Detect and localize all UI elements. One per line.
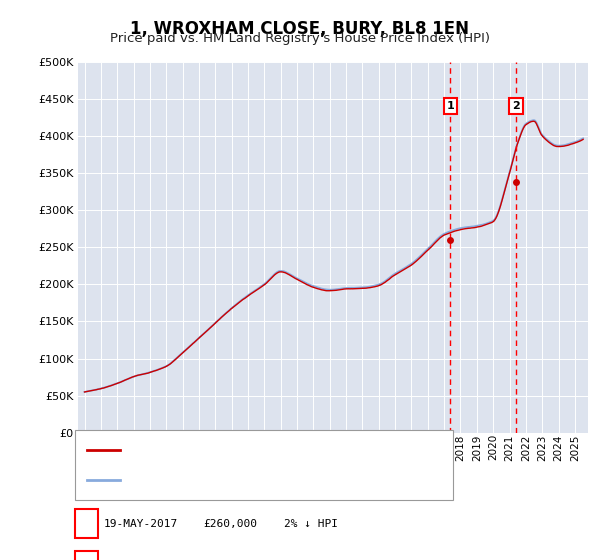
Text: 2: 2 [512, 101, 520, 111]
Text: Price paid vs. HM Land Registry's House Price Index (HPI): Price paid vs. HM Land Registry's House … [110, 32, 490, 45]
Text: 2% ↓ HPI: 2% ↓ HPI [284, 519, 338, 529]
Text: 1: 1 [83, 519, 90, 529]
Text: £260,000: £260,000 [203, 519, 257, 529]
Text: 1, WROXHAM CLOSE, BURY, BL8 1EN: 1, WROXHAM CLOSE, BURY, BL8 1EN [131, 20, 470, 38]
Text: 1: 1 [446, 101, 454, 111]
Text: 1, WROXHAM CLOSE, BURY, BL8 1EN (detached house): 1, WROXHAM CLOSE, BURY, BL8 1EN (detache… [126, 445, 412, 455]
Text: 19-MAY-2017: 19-MAY-2017 [104, 519, 178, 529]
Text: HPI: Average price, detached house, Bury: HPI: Average price, detached house, Bury [126, 475, 343, 485]
